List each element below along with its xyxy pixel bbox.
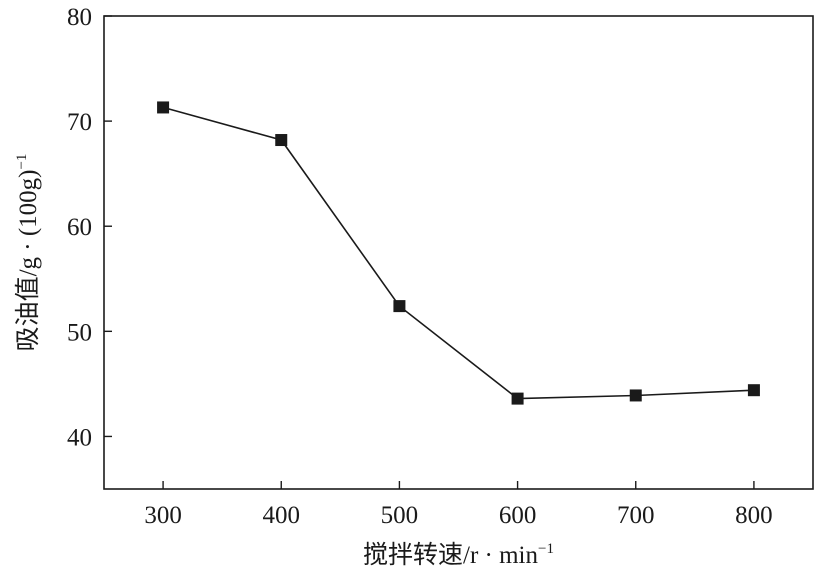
y-tick-label: 40: [67, 424, 92, 451]
x-axis: 300 400 500 600 700 800: [144, 481, 773, 529]
x-tick-label: 500: [381, 502, 419, 529]
x-tick-label: 800: [735, 502, 773, 529]
y-axis-title-text: 吸油值/g · (100g): [14, 170, 42, 352]
y-axis: 40 50 60 70 80: [67, 4, 112, 451]
x-tick-label: 700: [617, 502, 655, 529]
x-tick-label: 400: [263, 502, 301, 529]
x-tick-label: 600: [499, 502, 537, 529]
plot-area-frame: [103, 15, 814, 490]
x-tick-label: 300: [144, 502, 182, 529]
data-point-marker: [393, 300, 406, 313]
y-tick-label: 70: [67, 109, 92, 136]
y-tick-label: 80: [67, 4, 92, 31]
series-markers: [157, 101, 760, 405]
data-point-marker: [511, 392, 524, 405]
x-axis-title: 搅拌转速/r · min−1: [363, 541, 554, 569]
data-point-marker: [747, 384, 760, 397]
y-axis-title: 吸油值/g · (100g)−1: [14, 154, 42, 352]
y-axis-title-exponent: −1: [14, 154, 30, 170]
y-tick-label: 60: [67, 214, 92, 241]
x-axis-title-text: 搅拌转速/r · min: [363, 541, 538, 569]
x-axis-title-exponent: −1: [538, 541, 554, 557]
data-point-marker: [157, 101, 170, 114]
data-point-marker: [629, 389, 642, 402]
series-line: [162, 106, 754, 400]
data-point-marker: [275, 134, 288, 147]
y-tick-label: 50: [67, 319, 92, 346]
